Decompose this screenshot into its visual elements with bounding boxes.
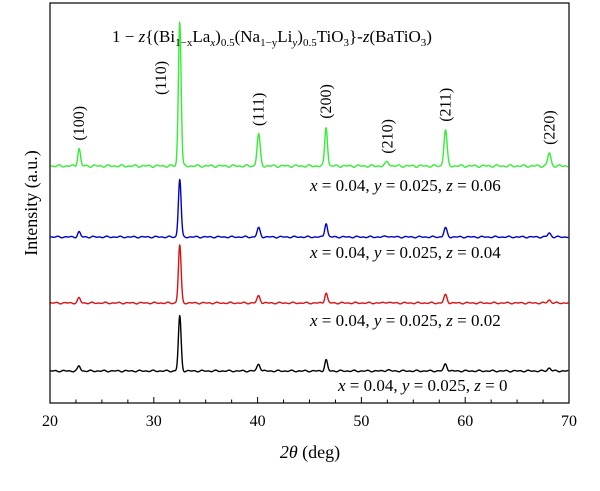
series-label-z006: x = 0.04, y = 0.025, z = 0.06 [309, 176, 501, 195]
x-tick-label: 30 [146, 413, 162, 430]
peak-label: (220) [541, 110, 558, 145]
series-line-2 [50, 244, 569, 305]
peak-label: (211) [438, 88, 455, 122]
series-group [50, 21, 569, 373]
x-tick-label: 40 [250, 413, 266, 430]
formula-title: 1 − z{(Bi1−xLax)0.5(Na1−yLiy)0.5TiO3}-z(… [112, 27, 432, 49]
peak-label: (210) [379, 119, 396, 154]
peak-label: (200) [318, 84, 335, 119]
peak-label: (100) [71, 106, 88, 141]
series-label-z0: x = 0.04, y = 0.025, z = 0 [337, 376, 508, 395]
x-tick-label: 60 [457, 413, 473, 430]
series-label-z002: x = 0.04, y = 0.025, z = 0.02 [309, 311, 501, 330]
peak-label: (111) [251, 93, 268, 126]
y-axis-title: Intensity (a.u.) [21, 150, 42, 255]
x-axis-ticks: 20 30 40 50 60 70 [42, 397, 577, 430]
x-tick-label: 20 [42, 413, 58, 430]
series-line-1 [50, 178, 569, 239]
x-tick-label: 70 [561, 413, 577, 430]
x-tick-label: 50 [353, 413, 369, 430]
series-line-3 [50, 314, 569, 373]
series-label-z004: x = 0.04, y = 0.025, z = 0.04 [309, 243, 501, 262]
series-line-0 [50, 21, 569, 168]
peak-label: (110) [153, 61, 170, 95]
plot-frame [49, 2, 570, 404]
peak-labels: (100) (110) (111) (200) (210) (211) (220) [71, 61, 558, 154]
x-axis-title: 2θ (deg) [280, 442, 340, 463]
